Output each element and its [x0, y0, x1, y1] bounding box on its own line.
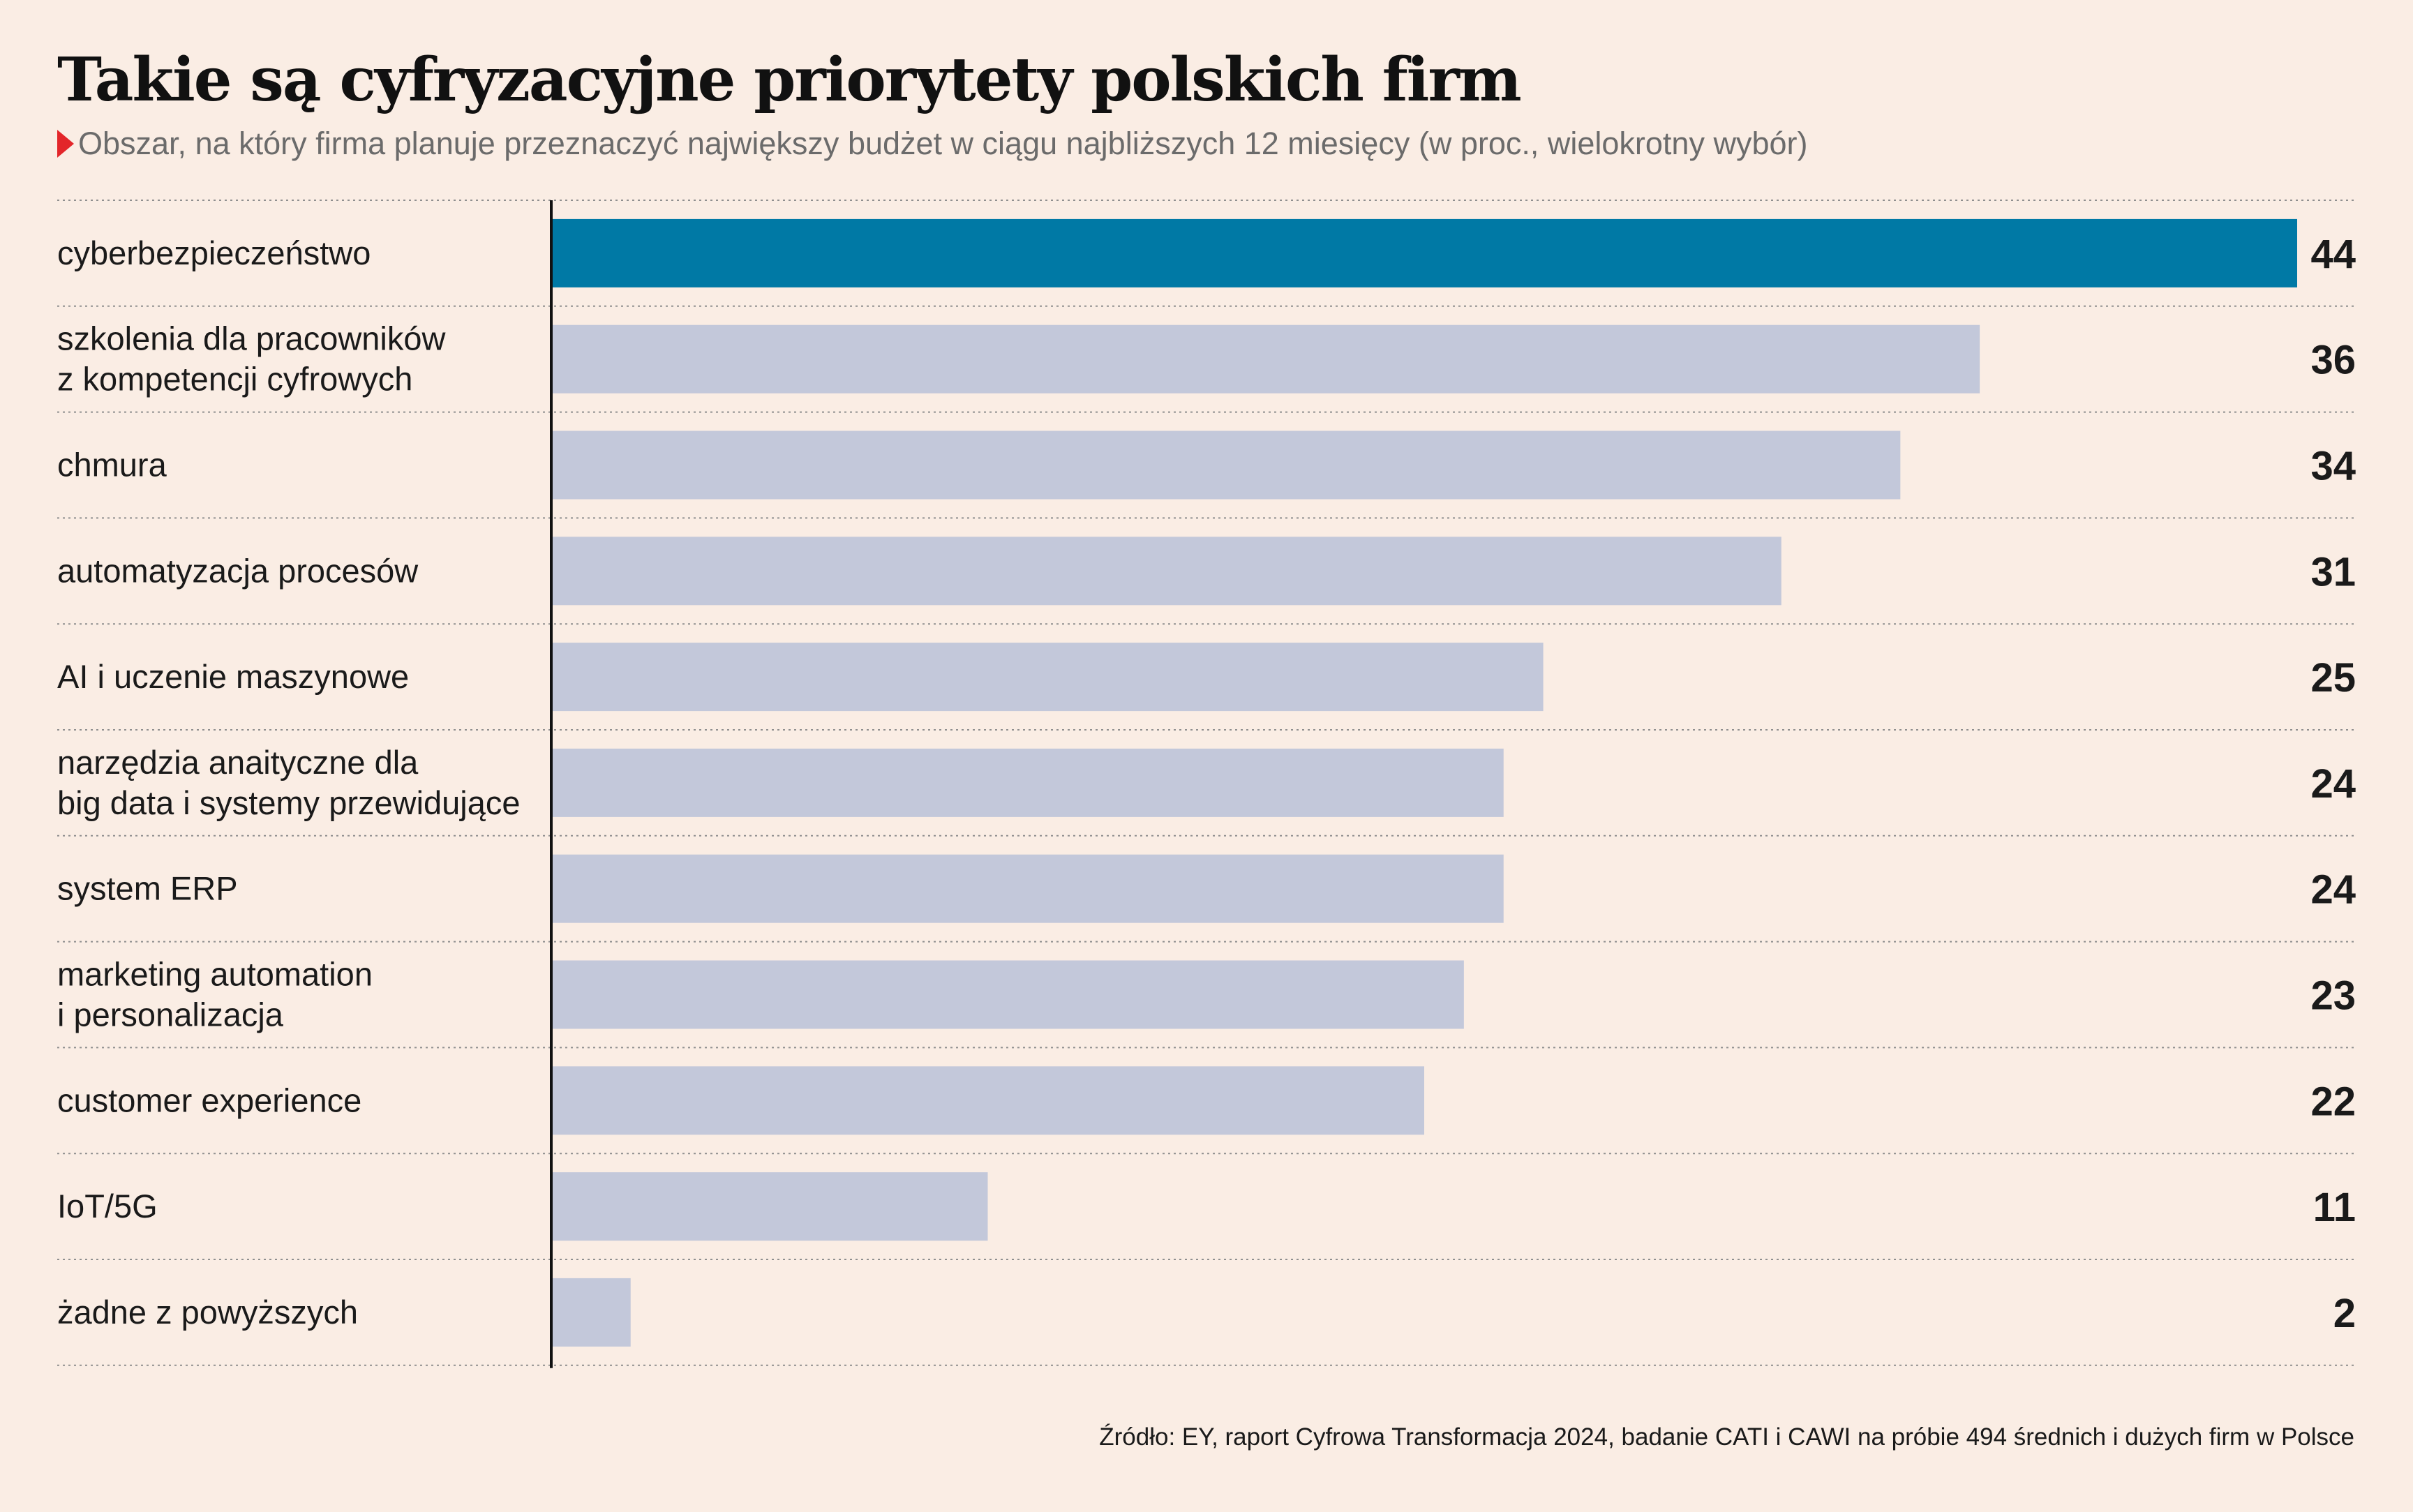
bar	[551, 960, 1464, 1029]
category-label: żadne z powyższych	[57, 1294, 358, 1331]
bar	[551, 218, 2297, 287]
bar	[551, 748, 1504, 817]
bar	[551, 1278, 631, 1347]
category-label: customer experience	[57, 1081, 361, 1118]
value-label: 23	[2310, 973, 2356, 1019]
chart-title: Takie są cyfryzacyjne priorytety polskic…	[57, 45, 1522, 115]
category-label: automatyzacja procesów	[57, 552, 419, 589]
category-label: szkolenia dla pracowników z kompetencji c…	[57, 320, 447, 398]
chart-subtitle-row: Obszar, na który firma planuje przeznacz…	[57, 126, 1807, 162]
category-label: narzędzia anaityczne dla big data i syste…	[57, 744, 521, 821]
bar	[551, 1066, 1424, 1135]
category-label: chmura	[57, 447, 167, 484]
value-label: 31	[2310, 549, 2356, 594]
value-label: 24	[2310, 761, 2356, 807]
value-label: 2	[2333, 1291, 2356, 1336]
category-label: system ERP	[57, 870, 238, 907]
bar	[551, 854, 1504, 923]
source-note: Źródło: EY, raport Cyfrowa Transformacja…	[1099, 1423, 2354, 1451]
chart-subtitle: Obszar, na który firma planuje przeznacz…	[78, 126, 1808, 161]
value-label: 44	[2310, 232, 2356, 277]
bar	[551, 1172, 988, 1241]
category-label: cyberbezpieczeństwo	[57, 234, 371, 271]
triangle-marker-icon	[57, 130, 74, 158]
value-label: 25	[2310, 655, 2356, 701]
value-label: 24	[2310, 867, 2356, 913]
value-label: 36	[2310, 338, 2356, 383]
bar	[551, 324, 1980, 394]
bar	[551, 643, 1544, 712]
category-label: marketing automation i personalizacja	[57, 956, 373, 1033]
bar	[551, 537, 1781, 606]
value-label: 22	[2310, 1079, 2356, 1124]
bar-chart: cyberbezpieczeństwo 44 szkolenia dla praco…	[57, 200, 2356, 1368]
value-label: 11	[2313, 1185, 2356, 1230]
value-label: 34	[2310, 444, 2356, 489]
bar	[551, 431, 1901, 500]
category-label: AI i uczenie maszynowe	[57, 658, 409, 695]
category-label: IoT/5G	[57, 1188, 158, 1225]
